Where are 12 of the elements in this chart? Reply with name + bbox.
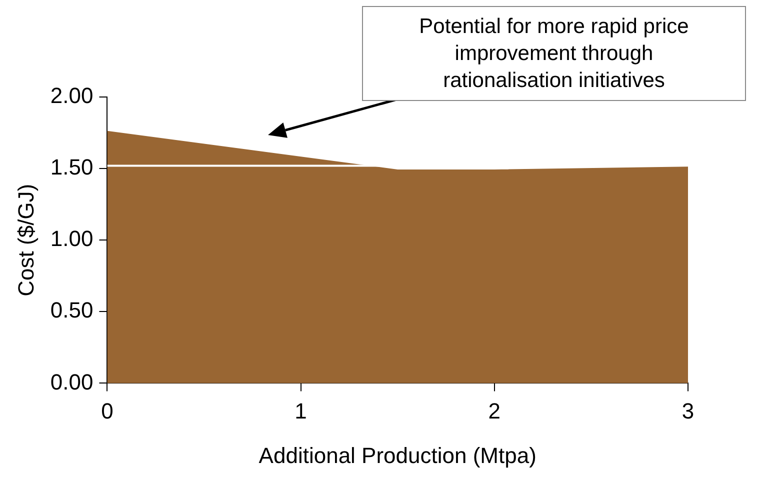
x-tick-label: 3 <box>682 398 694 424</box>
x-tick-label: 2 <box>488 398 501 424</box>
y-tick-label: 0.50 <box>50 298 94 323</box>
x-axis-title: Additional Production (Mtpa) <box>258 442 536 468</box>
x-tick-label: 1 <box>294 398 307 424</box>
y-axis-title: Cost ($/GJ) <box>13 184 38 296</box>
y-tick-label: 2.00 <box>50 83 94 108</box>
y-tick-label: 1.50 <box>50 154 94 180</box>
y-tick-label: 0.00 <box>50 369 94 394</box>
y-tick-label: 1.00 <box>50 226 94 252</box>
callout-box: Potential for more rapid price improvement through rationalisation initiatives <box>362 6 746 101</box>
x-tick-label: 0 <box>101 398 114 424</box>
